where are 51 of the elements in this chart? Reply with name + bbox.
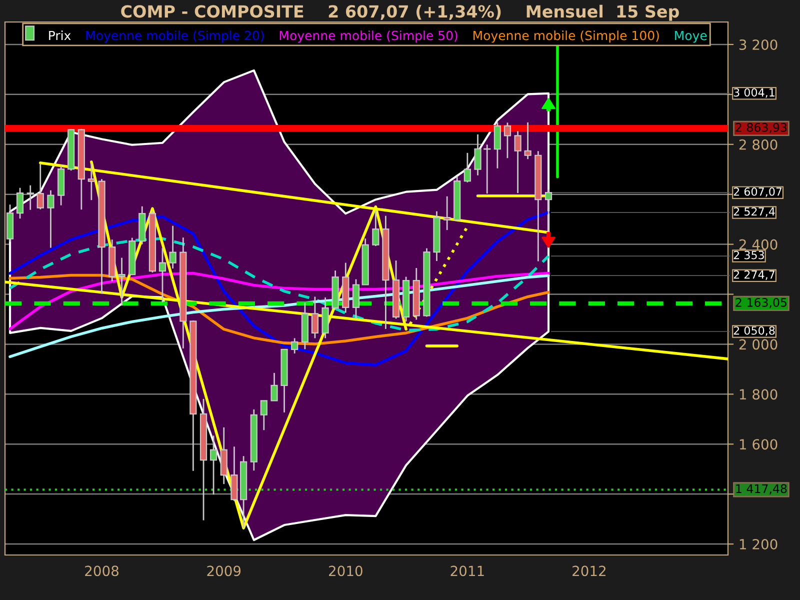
text: Moyenne mobile (Simple 50) xyxy=(280,30,458,43)
candlestick xyxy=(88,162,95,201)
chart-title: COMP - COMPOSITE 2 607,07 (+1,34%) Mensuel 15 Sep xyxy=(121,4,679,21)
candlestick xyxy=(16,187,24,220)
candlestick xyxy=(260,400,268,431)
candlestick xyxy=(514,130,522,194)
line-series xyxy=(8,237,550,332)
y-tick-label: 1 800 xyxy=(740,389,778,400)
candlestick xyxy=(494,122,502,170)
candlestick xyxy=(444,196,451,231)
x-tick-label: 2011 xyxy=(450,566,484,576)
annotation: 2 607,07 xyxy=(734,187,782,197)
candlestick xyxy=(169,225,176,270)
annotation: 2 527,4 xyxy=(734,207,775,217)
text: Moyenne mobile (Simple 20) xyxy=(86,30,264,43)
candlestick xyxy=(372,210,380,247)
candlestick xyxy=(291,338,298,354)
y-tick-label: 1 600 xyxy=(740,439,778,450)
x-tick-label: 2009 xyxy=(207,566,241,576)
annotation: 2 050,8 xyxy=(734,326,775,336)
candlestick xyxy=(270,372,278,402)
candlestick xyxy=(118,257,126,306)
ref-line-label: 2 863,93 xyxy=(736,122,787,134)
text: Moyenne mobile (Simple 100) xyxy=(474,30,659,43)
ref-line-label: 2 163,05 xyxy=(736,298,786,308)
candlestick xyxy=(504,122,512,159)
candlestick xyxy=(26,184,34,211)
x-tick-label: 2012 xyxy=(572,566,606,576)
candlestick xyxy=(158,247,166,303)
candlestick xyxy=(544,188,552,234)
candlestick xyxy=(474,134,482,176)
candlestick xyxy=(47,190,54,248)
candlestick xyxy=(352,278,360,320)
candlestick xyxy=(524,122,532,160)
y-tick-label: 2 800 xyxy=(739,139,778,150)
candlestick xyxy=(210,434,218,496)
annotation: 2 353 xyxy=(734,250,764,260)
y-tick-label: 3 200 xyxy=(739,39,778,50)
y-tick-label: 2 000 xyxy=(739,339,778,350)
candlestick xyxy=(464,152,471,184)
text: Moye xyxy=(675,30,707,43)
ref-line-label: 1 417,48 xyxy=(736,484,787,494)
annotation: 2 274,7 xyxy=(734,270,775,280)
legend-label: Prix xyxy=(49,30,71,40)
candlestick xyxy=(311,296,319,339)
candlestick xyxy=(36,162,44,210)
y-tick-label: 1 200 xyxy=(740,538,778,550)
y-tick-label: 2 400 xyxy=(739,239,778,250)
annotation: 3 004,1 xyxy=(734,88,774,98)
x-tick-label: 2010 xyxy=(328,566,362,576)
x-tick-label: 2008 xyxy=(85,566,118,576)
